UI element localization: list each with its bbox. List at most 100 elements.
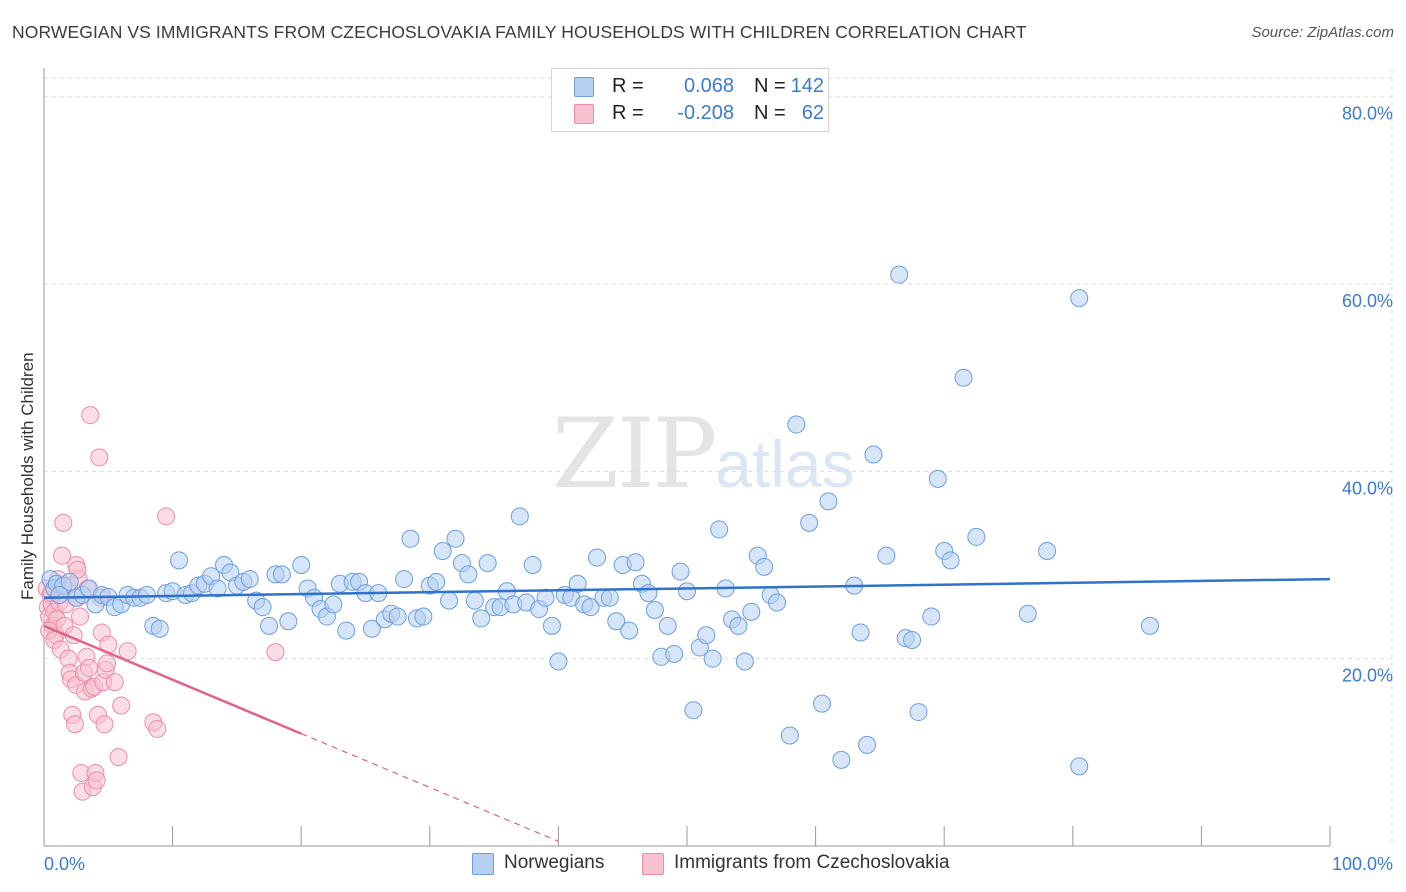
data-point-norwegians [279, 612, 298, 631]
data-point-norwegians [626, 553, 645, 572]
data-point-norwegians [478, 554, 497, 573]
data-point-czechoslovakia [266, 643, 285, 662]
data-point-czechoslovakia [54, 513, 73, 532]
legend-n-label: N = [754, 75, 786, 97]
legend-n-label: N = [754, 102, 786, 124]
y-tick-label: 80.0% [1342, 104, 1393, 124]
data-point-norwegians [388, 607, 407, 626]
data-point-norwegians [170, 551, 189, 570]
data-point-norwegians [440, 591, 459, 610]
data-point-norwegians [465, 591, 484, 610]
data-point-czechoslovakia [105, 673, 124, 692]
data-point-norwegians [510, 507, 529, 526]
data-point-norwegians [549, 652, 568, 671]
data-point-czechoslovakia [65, 715, 84, 734]
trend-line-norwegians [43, 577, 1331, 600]
data-point-norwegians [253, 598, 272, 617]
data-point-norwegians [787, 415, 806, 434]
data-point-norwegians [735, 652, 754, 671]
data-point-norwegians [459, 565, 478, 584]
data-point-norwegians [813, 694, 832, 713]
watermark-atlas: atlas [715, 427, 855, 501]
data-point-norwegians [922, 607, 941, 626]
data-point-norwegians [446, 529, 465, 548]
data-point-norwegians [819, 492, 838, 511]
data-point-norwegians [536, 588, 555, 607]
data-point-norwegians [260, 616, 279, 635]
data-point-czechoslovakia [80, 659, 99, 678]
data-point-norwegians [60, 572, 79, 591]
axes [43, 68, 1331, 847]
blue-swatch-icon [574, 77, 594, 97]
data-point-czechoslovakia [90, 448, 109, 467]
data-point-norwegians [928, 469, 947, 488]
watermark-zip: ZIP [552, 398, 717, 510]
data-point-norwegians [697, 626, 716, 645]
data-point-norwegians [909, 703, 928, 722]
data-point-norwegians [1140, 616, 1159, 635]
data-point-norwegians [832, 750, 851, 769]
legend-r-value: -0.208 [677, 102, 734, 124]
data-point-norwegians [941, 551, 960, 570]
pink-swatch-icon [574, 104, 594, 124]
data-point-norwegians [890, 265, 909, 284]
data-point-norwegians [568, 574, 587, 593]
data-point-czechoslovakia [71, 607, 90, 626]
data-point-norwegians [858, 735, 877, 754]
data-point-norwegians [678, 582, 696, 601]
data-point-norwegians [703, 649, 722, 668]
data-point-norwegians [401, 529, 420, 548]
data-point-norwegians [877, 546, 896, 565]
legend-label-norwegians: Norwegians [504, 852, 605, 873]
data-point-norwegians [414, 607, 433, 626]
data-point-czechoslovakia [87, 771, 106, 790]
data-point-norwegians [1038, 541, 1057, 560]
data-point-norwegians [864, 445, 883, 464]
source-credit: Source: ZipAtlas.com [1251, 24, 1394, 41]
chart-title: NORWEGIAN VS IMMIGRANTS FROM CZECHOSLOVA… [12, 22, 1027, 42]
data-point-norwegians [1018, 604, 1037, 623]
data-point-norwegians [208, 579, 227, 598]
legend-r-label: R = [612, 102, 644, 124]
data-point-norwegians [240, 570, 259, 589]
data-point-norwegians [427, 572, 446, 591]
series-norwegians-points [41, 265, 1159, 776]
data-point-norwegians [150, 619, 169, 638]
legend-r-value: 0.068 [683, 75, 734, 97]
pink-swatch-icon [642, 853, 664, 875]
x-tick-label-end: 100.0% [1332, 854, 1393, 874]
correlation-legend: R = 0.068 N = 142 R = -0.208 N = 62 [551, 68, 829, 132]
data-point-norwegians [684, 701, 703, 720]
data-point-norwegians [710, 520, 729, 539]
data-point-norwegians [967, 527, 986, 546]
y-tick-label: 40.0% [1342, 478, 1393, 498]
data-point-czechoslovakia [95, 715, 114, 734]
legend-n-value: 62 [801, 102, 824, 124]
grid-lines [44, 70, 1393, 846]
x-tick-label-start: 0.0% [44, 854, 85, 874]
data-point-norwegians [645, 600, 664, 619]
data-point-czechoslovakia [98, 654, 117, 673]
data-point-norwegians [607, 612, 626, 631]
data-point-norwegians [800, 513, 819, 532]
data-point-norwegians [639, 584, 658, 603]
legend-n-value: 142 [790, 75, 824, 97]
y-tick-label: 20.0% [1342, 666, 1393, 686]
data-point-czechoslovakia [148, 719, 167, 738]
data-point-norwegians [851, 623, 870, 642]
data-point-norwegians [620, 621, 639, 640]
data-point-norwegians [50, 585, 69, 604]
data-point-norwegians [337, 621, 356, 640]
trend-lines [43, 577, 1331, 842]
trend-line-czechoslovakia-extrapolated [300, 733, 559, 842]
data-point-norwegians [581, 598, 600, 617]
data-point-norwegians [600, 588, 619, 607]
trend-line-czechoslovakia [43, 624, 302, 735]
data-point-norwegians [780, 726, 799, 745]
data-point-norwegians [523, 556, 542, 575]
data-point-norwegians [768, 593, 787, 612]
data-point-czechoslovakia [53, 546, 72, 565]
data-point-norwegians [1070, 757, 1089, 776]
data-point-norwegians [472, 609, 491, 628]
data-point-czechoslovakia [109, 748, 128, 767]
